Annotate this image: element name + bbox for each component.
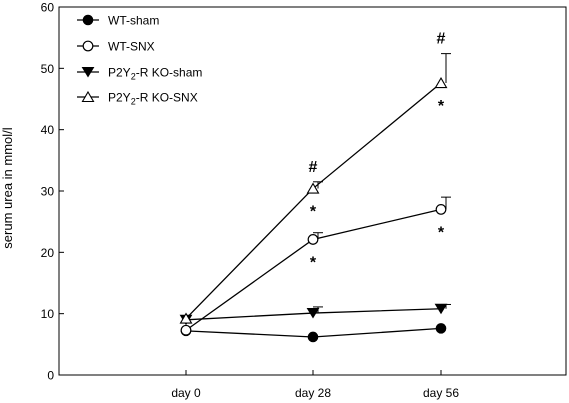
legend-label: P2Y2-R KO-SNX bbox=[108, 91, 198, 107]
y-tick-label: 0 bbox=[47, 369, 54, 383]
y-axis-label: serum urea in mmol/l bbox=[0, 127, 15, 248]
data-point bbox=[435, 323, 447, 334]
x-tick-label: day 56 bbox=[423, 386, 459, 400]
series-3 bbox=[179, 53, 451, 324]
x-tick-label: day 28 bbox=[295, 386, 331, 400]
significance-hash: # bbox=[309, 159, 318, 176]
legend-item-wt-snx: WT-SNX bbox=[77, 40, 155, 54]
series-layer bbox=[179, 53, 451, 343]
significance-hash: # bbox=[437, 31, 446, 48]
series-1 bbox=[180, 196, 451, 336]
significance-asterisk: * bbox=[310, 254, 317, 271]
data-point bbox=[435, 203, 447, 215]
data-point bbox=[434, 76, 448, 89]
legend-label: WT-SNX bbox=[108, 40, 155, 54]
annotations: # * * # * * bbox=[309, 31, 446, 272]
legend: WT-sham WT-SNX P2Y2-R KO-sham P2Y2-R KO-… bbox=[77, 14, 202, 107]
legend-item-ko-sham: P2Y2-R KO-sham bbox=[77, 66, 202, 82]
axes: 0 10 20 30 40 50 60 day 0 day 28 day 56 bbox=[41, 1, 567, 400]
legend-item-wt-sham: WT-sham bbox=[77, 14, 159, 28]
series-line bbox=[185, 82, 442, 320]
x-tick-label: day 0 bbox=[171, 386, 201, 400]
y-tick-label: 50 bbox=[41, 62, 55, 76]
legend-marker-open-triangle-up bbox=[81, 90, 95, 103]
y-tick-label: 20 bbox=[41, 246, 55, 260]
legend-item-ko-snx: P2Y2-R KO-SNX bbox=[77, 91, 198, 107]
data-point bbox=[306, 308, 320, 319]
y-tick-label: 10 bbox=[41, 307, 55, 321]
significance-asterisk: * bbox=[438, 98, 445, 115]
data-point bbox=[306, 182, 320, 194]
significance-asterisk: * bbox=[310, 204, 317, 221]
legend-marker-open-circle bbox=[82, 40, 94, 52]
legend-label: P2Y2-R KO-sham bbox=[108, 66, 202, 82]
data-point bbox=[180, 324, 192, 336]
series-2 bbox=[179, 303, 451, 326]
data-point bbox=[434, 303, 448, 315]
y-tick-label: 60 bbox=[41, 1, 55, 15]
data-point bbox=[179, 312, 193, 324]
data-point bbox=[307, 331, 319, 343]
series-0 bbox=[180, 323, 447, 343]
y-tick-label: 30 bbox=[41, 185, 55, 199]
legend-marker-filled-triangle-down bbox=[81, 67, 95, 78]
data-point bbox=[307, 234, 319, 245]
significance-asterisk: * bbox=[438, 224, 445, 241]
legend-marker-filled-circle bbox=[82, 14, 94, 26]
y-tick-label: 40 bbox=[41, 123, 55, 137]
legend-label: WT-sham bbox=[108, 14, 159, 28]
